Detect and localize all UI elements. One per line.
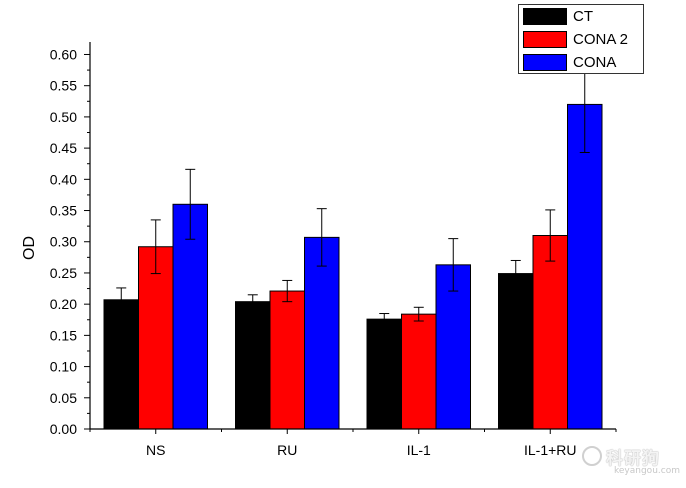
y-tick-label: 0.20	[50, 296, 77, 312]
legend-item-ct: CT	[523, 6, 593, 26]
watermark-text: 科研狗	[606, 449, 660, 469]
bar	[567, 103, 603, 430]
y-tick-label: 0.45	[50, 140, 77, 156]
y-tick-label: 0.35	[50, 203, 77, 219]
bar	[401, 313, 437, 430]
watermark-url: keyangou.com	[614, 466, 680, 476]
y-tick-label: 0.25	[50, 265, 77, 281]
y-tick-label: 0.50	[50, 109, 77, 125]
legend-swatch-ct	[523, 7, 567, 25]
y-tick-label: 0.40	[50, 171, 77, 187]
bar	[435, 264, 471, 430]
bar	[235, 301, 271, 430]
legend-swatch-cona-2	[523, 30, 567, 48]
y-tick-label: 0.05	[50, 390, 77, 406]
bar	[366, 318, 402, 430]
x-tick-label: IL-1	[407, 442, 431, 458]
legend-label-cona: CONA	[573, 53, 617, 71]
x-tick-label: IL-1+RU	[524, 442, 577, 458]
y-tick-label: 0.00	[50, 421, 77, 437]
bar	[269, 290, 305, 430]
axes-layer: NS RU IL-1 IL-1+RU 0.00 0.05 0.10 0.15 0.20 0.25 0…	[50, 42, 617, 458]
bar	[103, 299, 139, 430]
watermark: 科研狗 keyangou.com	[576, 436, 686, 488]
legend-label-cona-2: CONA 2	[573, 30, 629, 48]
bar	[172, 203, 208, 430]
x-tick-label: NS	[146, 442, 165, 458]
watermark-logo-icon	[582, 446, 602, 466]
bars-layer	[103, 55, 603, 430]
y-tick-label: 0.55	[50, 78, 77, 94]
legend: CT CONA 2 CONA	[518, 4, 644, 74]
y-tick-label: 0.30	[50, 234, 77, 250]
x-tick-label: RU	[277, 442, 297, 458]
legend-item-cona-2: CONA 2	[523, 29, 628, 49]
bar	[532, 235, 568, 430]
y-axis-label: OD	[21, 236, 38, 260]
legend-label-ct: CT	[573, 7, 593, 25]
legend-swatch-cona	[523, 53, 567, 71]
bar	[498, 273, 534, 430]
y-tick-label: 0.15	[50, 327, 77, 343]
y-tick-label: 0.60	[50, 46, 77, 62]
legend-item-cona: CONA	[523, 52, 616, 72]
y-tick-label: 0.10	[50, 359, 77, 375]
